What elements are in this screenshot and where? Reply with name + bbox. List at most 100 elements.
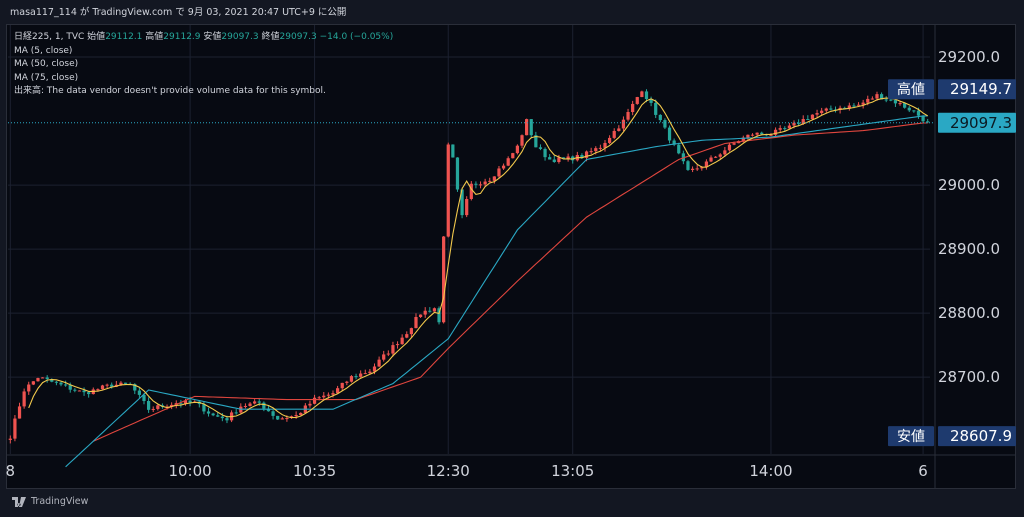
candle-body bbox=[372, 366, 377, 372]
candle-body bbox=[317, 397, 321, 399]
candle-body bbox=[654, 102, 658, 115]
legend-close-value: 29097.3 bbox=[279, 32, 317, 42]
candle-body bbox=[400, 337, 404, 345]
candle-body bbox=[760, 132, 764, 135]
candle-body bbox=[271, 411, 275, 416]
candle-body bbox=[262, 402, 266, 409]
candle-body bbox=[571, 156, 575, 161]
candle-body bbox=[349, 376, 354, 382]
grid-lines bbox=[8, 25, 930, 454]
legend-high-value: 29112.9 bbox=[163, 32, 201, 42]
candle-body bbox=[875, 94, 879, 99]
candle-body bbox=[787, 125, 792, 129]
candle-body bbox=[257, 401, 261, 403]
candle-body bbox=[534, 135, 538, 148]
candle-body bbox=[815, 113, 819, 115]
x-tick-label: 8 bbox=[6, 462, 16, 480]
legend-ma75[interactable]: MA (75, close) bbox=[14, 72, 79, 83]
candle-body bbox=[690, 168, 695, 170]
candle-body bbox=[382, 354, 386, 360]
candle-body bbox=[395, 344, 400, 346]
candle-body bbox=[612, 130, 616, 138]
legend-ma5[interactable]: MA (5, close) bbox=[14, 45, 73, 56]
candle-body bbox=[561, 157, 566, 159]
price-badge-tag bbox=[888, 79, 934, 100]
candle-body bbox=[188, 400, 192, 403]
candle-body bbox=[308, 403, 312, 406]
candle-body bbox=[183, 400, 188, 404]
candle-body bbox=[557, 157, 561, 163]
candle-body bbox=[644, 91, 649, 100]
candle-body bbox=[755, 132, 759, 135]
candle-body bbox=[686, 161, 690, 170]
candle-body bbox=[423, 310, 427, 315]
candle-body bbox=[340, 382, 344, 389]
candle-body bbox=[483, 181, 487, 185]
candle-body bbox=[635, 97, 639, 104]
candle-body bbox=[700, 167, 704, 169]
candle-body bbox=[345, 381, 349, 383]
candle-body bbox=[336, 388, 340, 394]
y-tick-label: 28700.0 bbox=[938, 368, 1000, 386]
footer: TradingView bbox=[12, 496, 88, 507]
candle-body bbox=[806, 119, 810, 121]
candle-body bbox=[119, 382, 123, 385]
candle-body bbox=[820, 110, 824, 114]
candle-body bbox=[506, 158, 510, 166]
candle-body bbox=[520, 135, 524, 146]
ma75-line bbox=[93, 122, 928, 442]
candle-body bbox=[243, 405, 248, 407]
candle-body bbox=[548, 157, 552, 160]
candle-body bbox=[170, 404, 174, 407]
candle-body bbox=[105, 384, 109, 386]
candle-body bbox=[714, 156, 718, 158]
candle-body bbox=[216, 415, 220, 417]
candle-body bbox=[100, 385, 105, 390]
candle-body bbox=[898, 103, 902, 105]
candle-body bbox=[488, 180, 492, 182]
candle-body bbox=[156, 405, 160, 409]
legend-change-value: −14.0 (−0.05%) bbox=[319, 32, 394, 42]
candle-body bbox=[326, 394, 331, 396]
candle-body bbox=[552, 159, 556, 163]
candle-body bbox=[225, 418, 229, 421]
candle-body bbox=[649, 99, 653, 103]
legend-high-label: 高値 bbox=[145, 32, 164, 42]
candle-body bbox=[428, 310, 432, 312]
y-tick-label: 28900.0 bbox=[938, 240, 1000, 258]
candle-body bbox=[455, 157, 460, 190]
ma5-line bbox=[28, 97, 928, 419]
price-badge bbox=[938, 426, 1016, 447]
candle-body bbox=[50, 379, 54, 382]
price-badge-label: 安値 bbox=[897, 429, 925, 445]
candle-body bbox=[202, 404, 206, 412]
candle-body bbox=[22, 391, 26, 407]
candle-body bbox=[889, 99, 893, 101]
candle-body bbox=[465, 198, 469, 216]
candle-body bbox=[741, 137, 745, 142]
candle-body bbox=[492, 176, 496, 181]
candle-body bbox=[87, 392, 91, 395]
candle-body bbox=[626, 112, 630, 120]
tradingview-logo-icon bbox=[12, 496, 26, 507]
candle-body bbox=[96, 389, 100, 391]
candle-body bbox=[206, 411, 211, 414]
candle-body bbox=[773, 129, 778, 135]
footer-brand: TradingView bbox=[31, 496, 89, 507]
candle-body bbox=[391, 345, 395, 354]
price-badge-value: 29097.3 bbox=[950, 114, 1012, 132]
candle-body bbox=[234, 412, 238, 414]
candle-body bbox=[603, 142, 607, 148]
candle-body bbox=[852, 105, 856, 107]
candle-body bbox=[879, 94, 884, 100]
candle-body bbox=[446, 144, 450, 237]
candle-body bbox=[870, 98, 874, 100]
legend-ma50[interactable]: MA (50, close) bbox=[14, 59, 79, 69]
candle-body bbox=[658, 114, 662, 121]
candle-body bbox=[589, 151, 593, 153]
candle-body bbox=[280, 418, 284, 420]
x-tick-label: 6 bbox=[918, 462, 928, 480]
candle-body bbox=[907, 107, 911, 111]
candle-body bbox=[529, 119, 533, 136]
